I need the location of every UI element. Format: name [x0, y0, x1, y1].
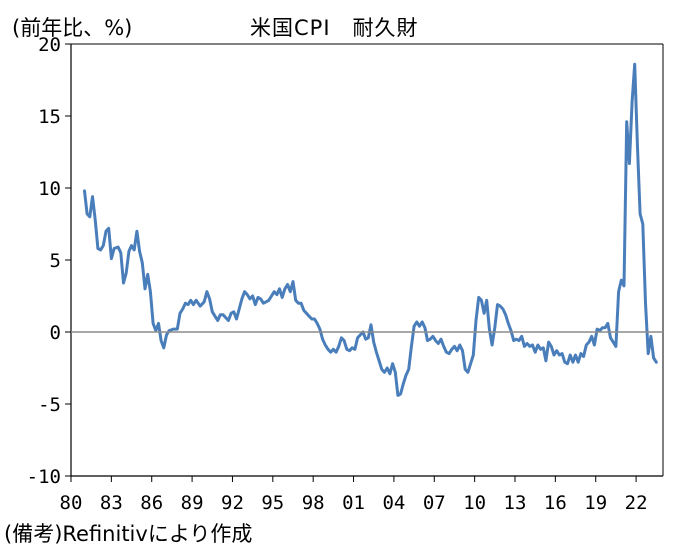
- y-axis-unit-label: (前年比、%): [12, 16, 133, 40]
- x-tick-label: 80: [60, 492, 83, 514]
- y-tick-label: 15: [38, 106, 61, 128]
- y-axis: 20 15 10 5 0 -5 -10: [27, 34, 71, 488]
- x-tick-label: 98: [302, 492, 325, 514]
- y-tick-label: -5: [38, 394, 61, 416]
- y-tick-label: -10: [27, 466, 61, 488]
- x-tick-label: 01: [342, 492, 365, 514]
- series-layer: [83, 62, 658, 397]
- x-tick-label: 92: [221, 492, 244, 514]
- x-tick-label: 16: [544, 492, 567, 514]
- source-note: (備考)Refinitivにより作成: [4, 522, 253, 546]
- chart-title: 米国CPI 耐久財: [250, 16, 419, 40]
- x-tick-label: 95: [261, 492, 284, 514]
- y-tick-label: 5: [50, 250, 61, 272]
- x-tick-label: 04: [382, 492, 405, 514]
- y-tick-label: 10: [38, 178, 61, 200]
- x-tick-label: 22: [625, 492, 648, 514]
- x-tick-label: 19: [584, 492, 607, 514]
- x-tick-label: 83: [100, 492, 123, 514]
- x-tick-label: 07: [423, 492, 446, 514]
- y-tick-label: 20: [38, 34, 61, 56]
- x-tick-label: 10: [463, 492, 486, 514]
- x-tick-label: 89: [181, 492, 204, 514]
- series-line: [83, 62, 658, 397]
- y-tick-label: 0: [50, 322, 61, 344]
- x-tick-label: 86: [140, 492, 163, 514]
- x-tick-label: 13: [504, 492, 527, 514]
- x-axis: 80 83 86 89 92 95 98 01 04 07 10 13 16 19 22: [60, 476, 648, 514]
